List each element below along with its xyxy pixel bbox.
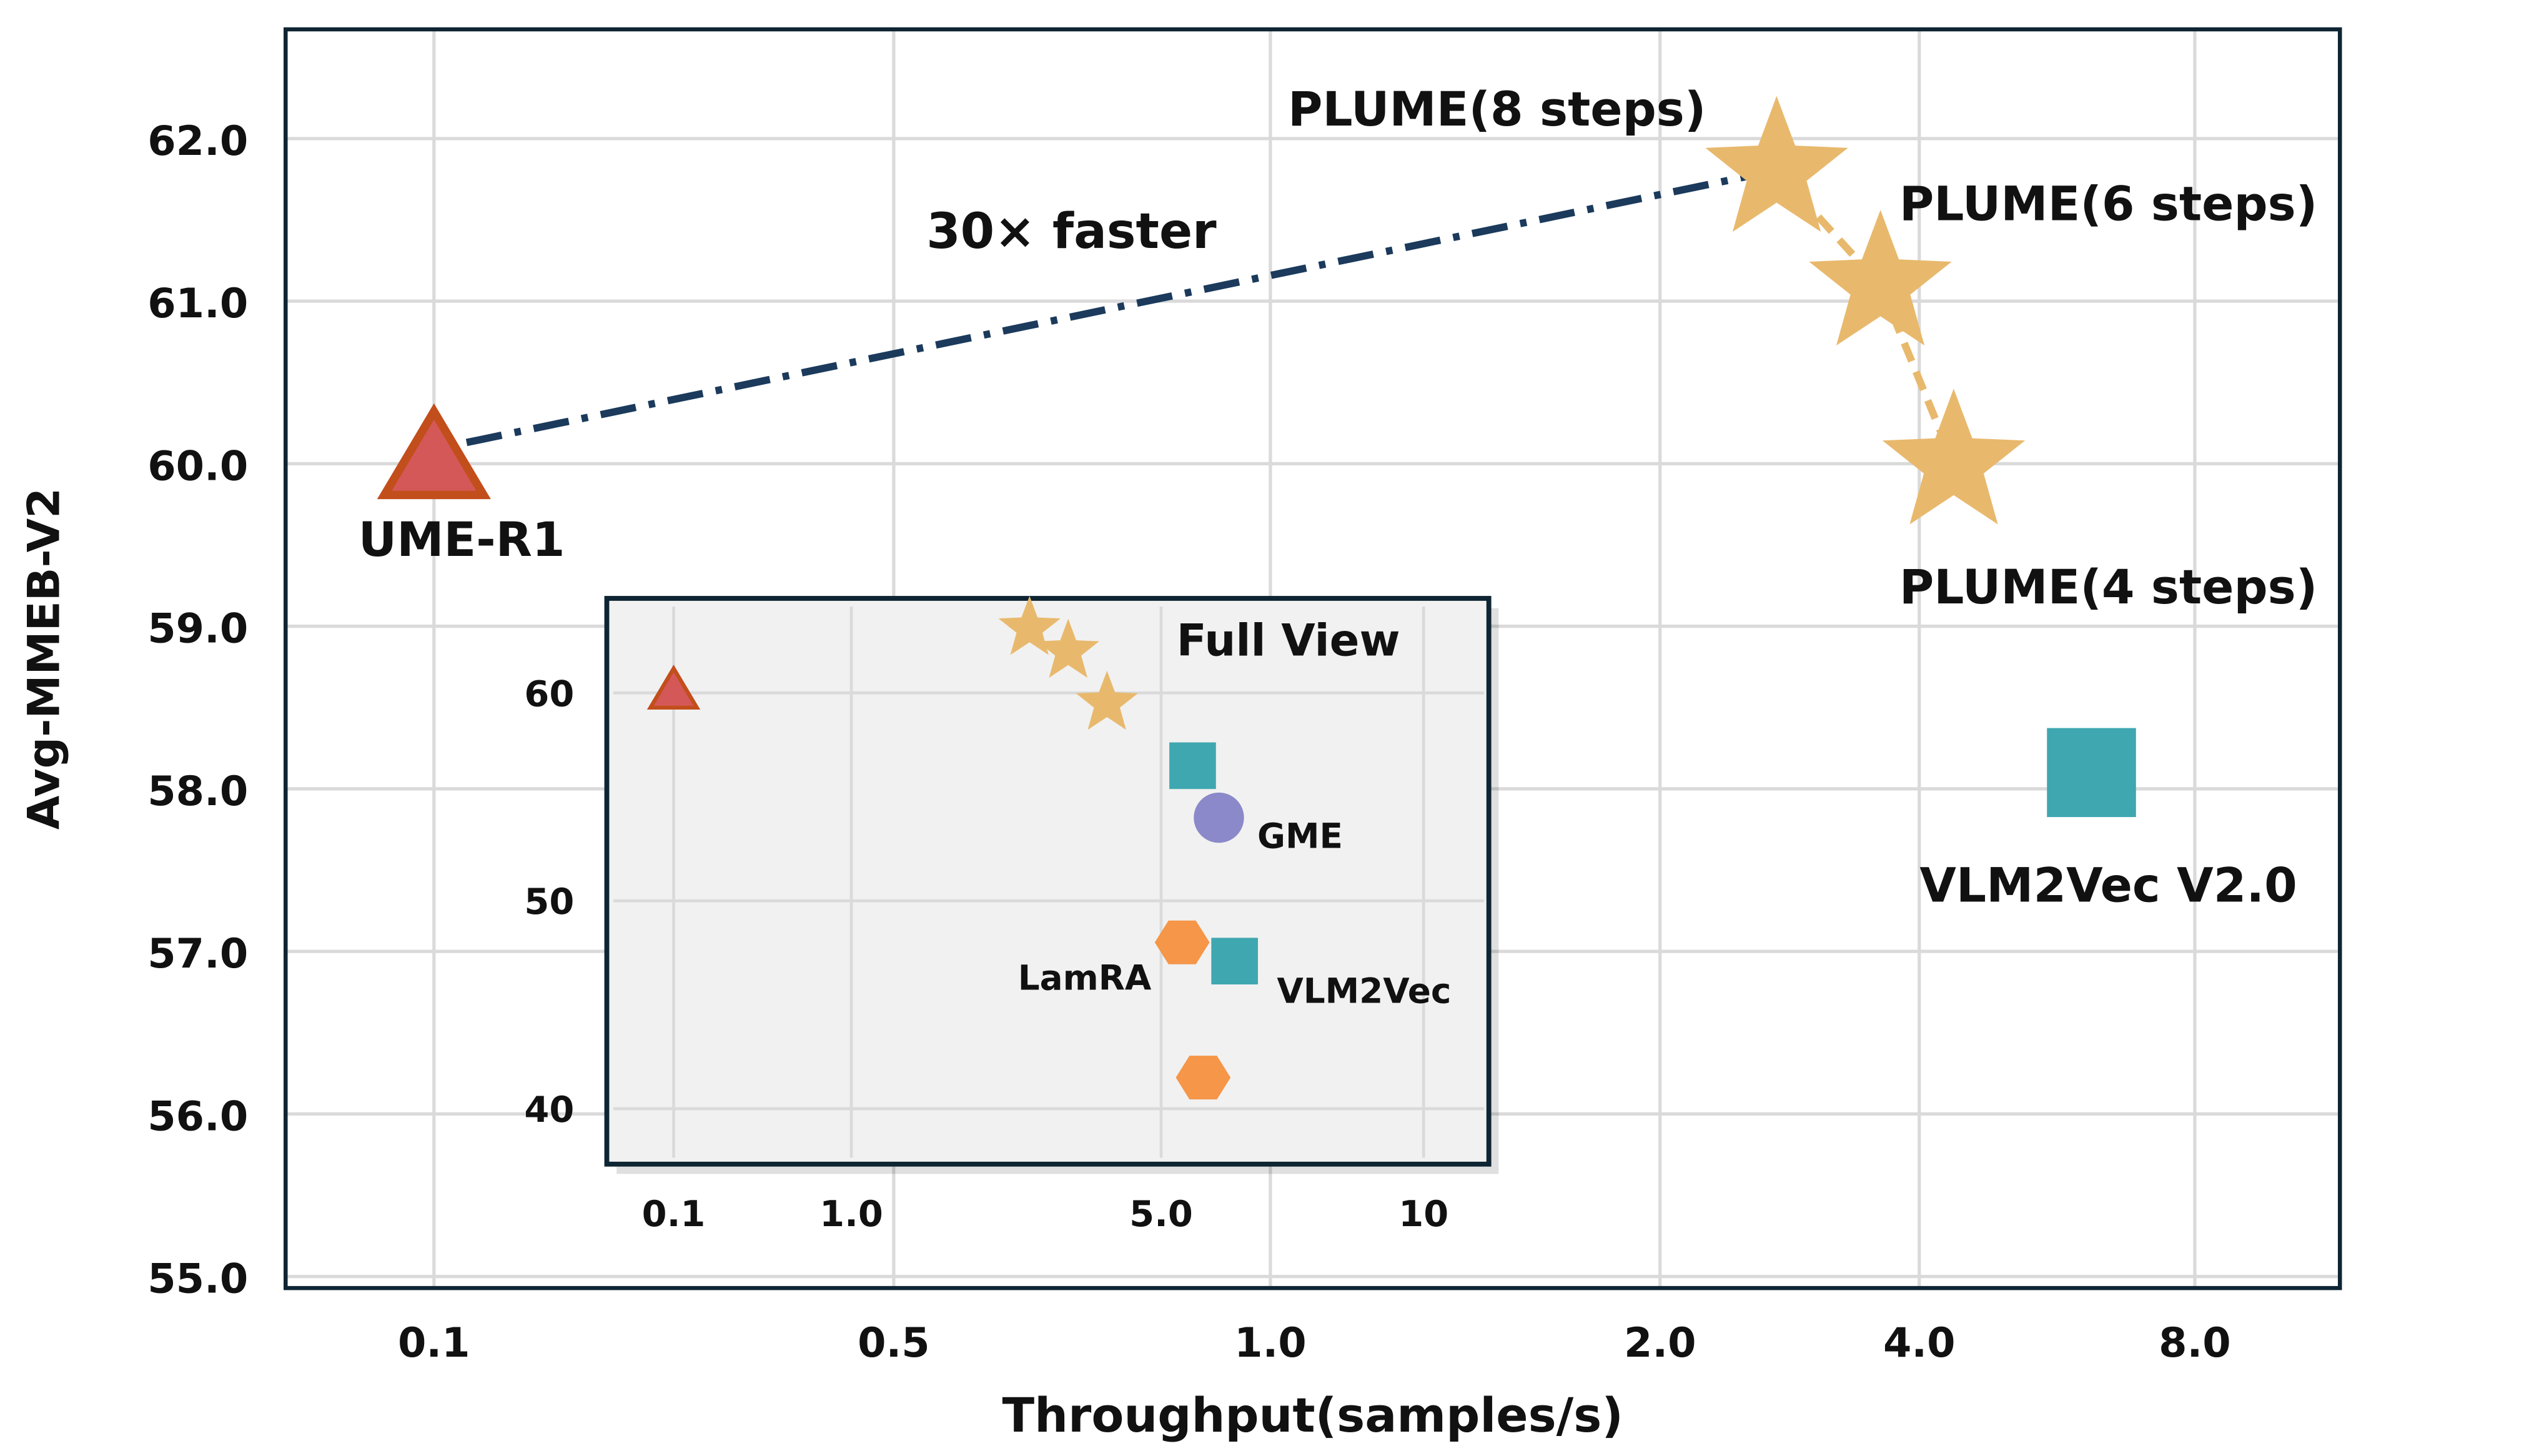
x-tick-label: 4.0 bbox=[1883, 1319, 1956, 1367]
main-point-label: UME-R1 bbox=[359, 512, 565, 567]
inset-point-star-marker bbox=[1037, 618, 1099, 678]
inset-x-tick-label: 0.1 bbox=[642, 1193, 706, 1235]
main-point-label: VLM2Vec V2.0 bbox=[1919, 858, 2297, 913]
inset-title: Full View bbox=[1177, 615, 1400, 666]
inset-x-tick-label: 1.0 bbox=[819, 1193, 883, 1235]
inset-point-hexagon-marker bbox=[1154, 920, 1210, 964]
inset-point-triangle-marker bbox=[646, 665, 701, 710]
y-tick-label: 58.0 bbox=[147, 768, 248, 815]
inset-y-tick-label: 60 bbox=[524, 673, 574, 715]
main-point-star-marker bbox=[1705, 96, 1848, 232]
inset-point-circle-marker bbox=[1194, 792, 1244, 843]
main-point-triangle-marker bbox=[377, 403, 491, 500]
inset-frame bbox=[604, 596, 1492, 1167]
main-marks bbox=[377, 96, 2136, 818]
x-tick-label: 2.0 bbox=[1624, 1319, 1696, 1367]
y-tick-label: 55.0 bbox=[147, 1255, 248, 1303]
y-tick-label: 60.0 bbox=[147, 442, 248, 490]
main-point-star-marker bbox=[1809, 209, 1952, 346]
x-tick-label: 0.1 bbox=[398, 1319, 470, 1367]
y-axis-label: Avg-MMEB-V2 bbox=[18, 488, 69, 830]
speedup-annotation: 30× faster bbox=[926, 203, 1217, 260]
x-tick-label: 0.5 bbox=[858, 1319, 930, 1367]
x-axis-label: Throughput(samples/s) bbox=[1002, 1388, 1623, 1443]
y-tick-label: 62.0 bbox=[147, 117, 248, 165]
x-tick-label: 1.0 bbox=[1234, 1319, 1307, 1367]
x-tick-label: 8.0 bbox=[2159, 1319, 2231, 1367]
y-tick-label: 59.0 bbox=[147, 605, 248, 653]
main-text: 0.1 0.5 1.0 2.0 4.0 8.0 55.0 56.0 57.0 58.0 59.0 60… bbox=[147, 82, 2317, 1367]
inset-x-tick-label: 5.0 bbox=[1129, 1193, 1193, 1235]
main-point-label: PLUME(6 steps) bbox=[1899, 176, 2317, 231]
y-tick-label: 61.0 bbox=[147, 280, 248, 327]
inset-y-tick-label: 40 bbox=[524, 1089, 574, 1131]
inset-y-tick-label: 50 bbox=[524, 881, 574, 923]
main-point-label: PLUME(4 steps) bbox=[1899, 560, 2317, 615]
inset-point-star-marker bbox=[998, 596, 1061, 655]
inset-point-label: GME bbox=[1257, 816, 1343, 856]
main-point-square-marker bbox=[2047, 728, 2136, 818]
main-plot-frame bbox=[284, 27, 2342, 1290]
main-point-star-marker bbox=[1882, 389, 2026, 525]
main-point-label: PLUME(8 steps) bbox=[1288, 82, 1706, 137]
y-tick-label: 56.0 bbox=[147, 1092, 248, 1140]
inset-full-view: 0.1 1.0 5.0 10 40 50 60 Full View GME LamRA VLM2Ve… bbox=[524, 596, 1499, 1235]
inset-point-label: LamRA bbox=[1018, 958, 1152, 998]
inset-point-square-marker bbox=[1211, 938, 1258, 985]
inset-x-tick-label: 10 bbox=[1398, 1193, 1448, 1235]
plume-steps-dashed-line bbox=[1774, 168, 1957, 465]
y-tick-label: 57.0 bbox=[147, 930, 248, 978]
inset-point-label: VLM2Vec bbox=[1277, 971, 1451, 1011]
speedup-dashdot-line bbox=[465, 171, 1758, 447]
inset-point-hexagon-marker bbox=[1175, 1056, 1231, 1100]
inset-point-square-marker bbox=[1169, 742, 1216, 790]
inset-point-star-marker bbox=[1076, 670, 1138, 730]
